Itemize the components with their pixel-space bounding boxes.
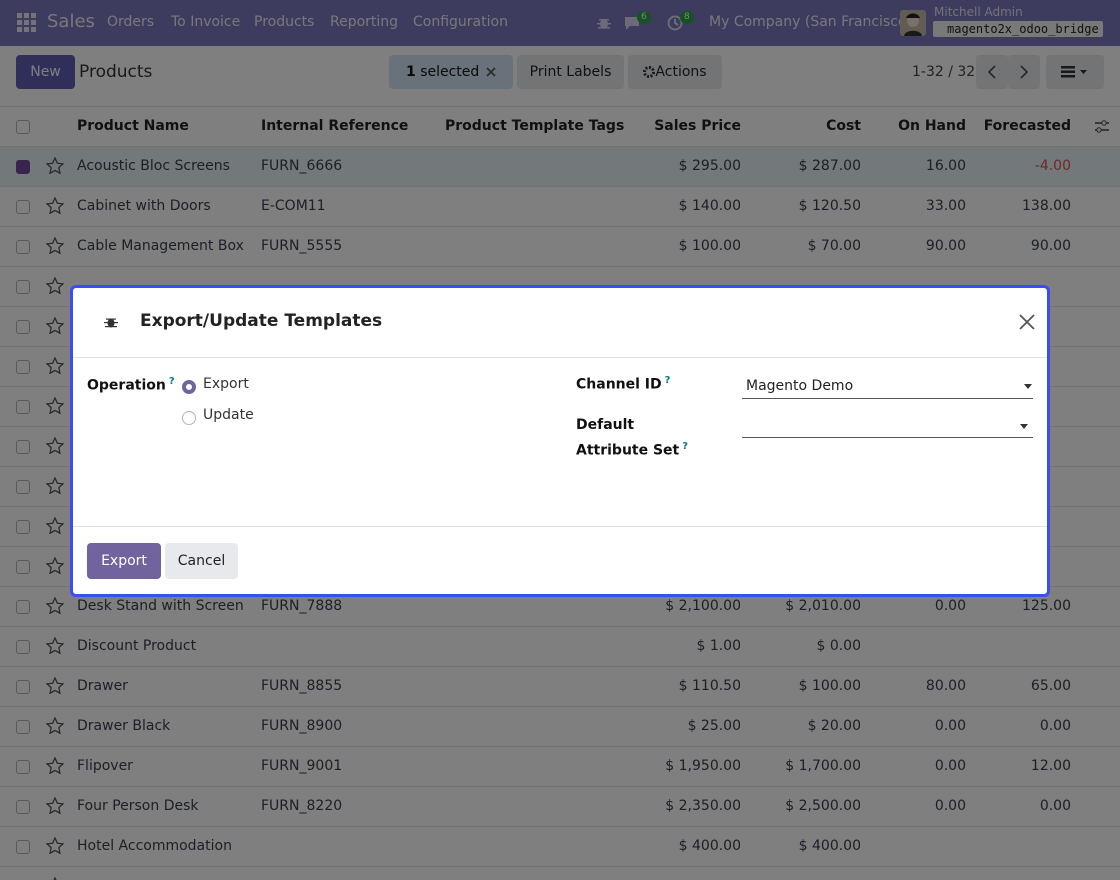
radio-export[interactable] [182,380,196,394]
help-tooltip[interactable]: ? [664,375,671,386]
close-button[interactable] [1019,314,1035,330]
dialog-footer-divider [73,526,1047,527]
attribute-select[interactable] [742,415,1033,438]
cancel-button[interactable]: Cancel [165,543,238,579]
dialog-title: Export/Update Templates [140,311,383,331]
help-tooltip[interactable]: ? [168,376,175,387]
attribute-label: Default Attribute Set? [576,415,706,462]
channel-value: Magento Demo [746,378,854,394]
attribute-label-text: Default Attribute Set [576,417,680,459]
radio-label[interactable]: Export [203,376,249,392]
debug-icon[interactable] [104,315,118,329]
operation-label: Operation? [87,376,175,394]
export-button[interactable]: Export [87,543,161,579]
radio-update[interactable] [182,411,196,425]
channel-label-text: Channel ID [576,376,662,393]
dialog: Export/Update Templates Operation? Expor… [70,285,1050,597]
operation-label-text: Operation [87,377,166,394]
help-tooltip[interactable]: ? [682,441,689,452]
channel-select[interactable]: Magento Demo [742,376,1033,399]
dropdown-caret [1020,424,1028,429]
radio-label[interactable]: Update [203,407,254,423]
dropdown-caret [1024,384,1032,389]
dialog-header: Export/Update Templates [73,288,1047,358]
channel-label: Channel ID? [576,375,670,393]
